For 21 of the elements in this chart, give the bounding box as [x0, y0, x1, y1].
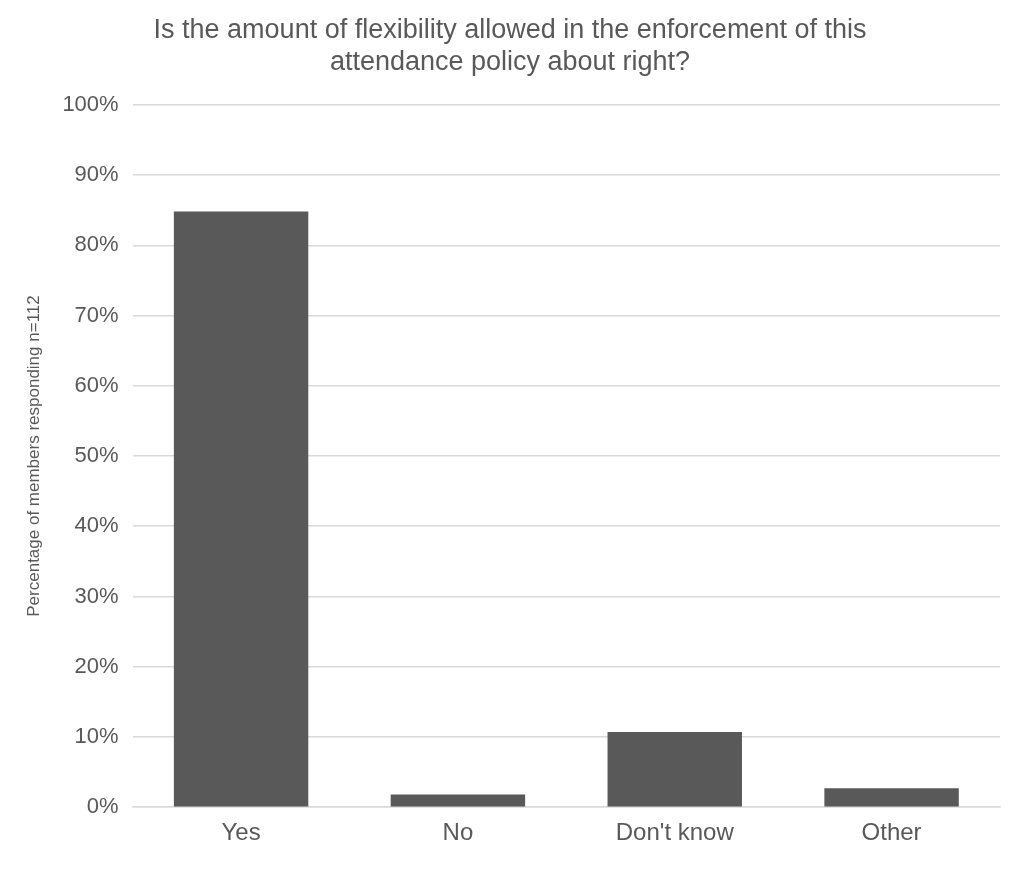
y-axis-title: Percentage of members responding n=112 — [23, 295, 43, 617]
x-tick-label: Other — [861, 818, 922, 846]
y-tick-label: 40% — [74, 512, 119, 538]
y-tick-label: 0% — [86, 793, 119, 819]
y-tick-label: 50% — [74, 442, 119, 468]
x-tick-label: Yes — [221, 818, 261, 846]
chart-title: Is the amount of flexibility allowed in the enforcement of this attendance policy about right? — [153, 13, 867, 77]
y-tick-label: 80% — [74, 231, 119, 257]
y-tick-label: 70% — [74, 301, 119, 327]
y-tick-label: 30% — [74, 582, 119, 608]
x-tick-label: Don't know — [615, 818, 735, 846]
y-tick-label: 90% — [74, 161, 119, 187]
x-tick-label: No — [442, 818, 474, 846]
bar — [390, 794, 526, 807]
y-tick-label: 60% — [74, 371, 119, 397]
y-tick-label: 10% — [74, 723, 119, 749]
y-tick-label: 100% — [62, 90, 119, 116]
bar — [824, 788, 959, 807]
y-tick-label: 20% — [74, 652, 119, 678]
bar — [173, 211, 309, 807]
bar — [607, 732, 742, 807]
